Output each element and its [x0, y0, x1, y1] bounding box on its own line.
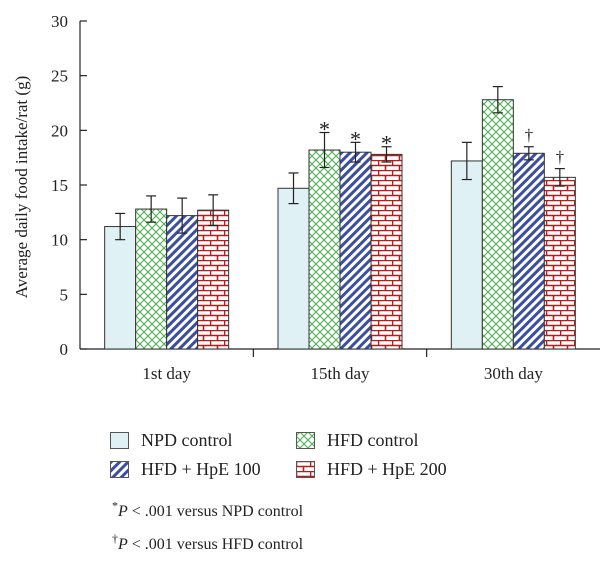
bar-chart: 0 5 10 15 20 25 30 Average daily food intake/ra… — [12, 12, 600, 383]
legend-item-npd-control: NPD control — [110, 430, 296, 451]
y-tick-label: 20 — [51, 121, 68, 140]
bar — [339, 151, 372, 350]
bar — [543, 176, 576, 350]
bar — [277, 187, 310, 350]
y-axis-label: Average daily food intake/rat (g) — [12, 76, 31, 298]
significance-mark: † — [556, 148, 565, 167]
legend-item-hpe-200: HFD + HpE 200 — [296, 459, 556, 480]
legend-swatch-hpe-100 — [110, 461, 129, 478]
legend-item-hpe-100: HFD + HpE 100 — [110, 459, 296, 480]
legend: NPD control HFD control HFD + HpE 100 HF… — [110, 426, 590, 484]
bar — [197, 209, 230, 350]
legend-swatch-hfd-control — [296, 432, 315, 449]
significance-mark: * — [381, 131, 392, 156]
x-tick-label: 1st day — [142, 364, 191, 383]
legend-swatch-npd-control — [110, 432, 129, 449]
bar — [308, 149, 341, 350]
legend-swatch-hpe-200 — [296, 461, 315, 478]
x-tick-label: 15th day — [310, 364, 370, 383]
footnote-hfd: †P < .001 versus HFD control — [112, 531, 304, 553]
bar — [512, 152, 545, 350]
bar — [370, 153, 403, 350]
footnote-npd: *P < .001 versus NPD control — [112, 498, 304, 520]
y-tick-label: 15 — [51, 176, 68, 195]
bar — [104, 226, 137, 350]
legend-label: NPD control — [141, 430, 233, 450]
bar — [135, 208, 168, 350]
bar — [481, 99, 514, 350]
significance-mark: * — [350, 126, 361, 151]
y-tick-label: 0 — [60, 340, 69, 359]
legend-label: HFD + HpE 100 — [141, 459, 261, 479]
legend-label: HFD control — [327, 430, 419, 450]
significance-mark: * — [319, 117, 330, 142]
y-tick-label: 10 — [51, 231, 68, 250]
bar — [450, 160, 483, 350]
y-tick-label: 30 — [51, 12, 68, 31]
significance-mark: † — [525, 126, 534, 145]
footnotes: *P < .001 versus NPD control †P < .001 v… — [112, 495, 303, 561]
legend-item-hfd-control: HFD control — [296, 430, 556, 451]
bar — [166, 215, 199, 350]
y-tick-label: 25 — [51, 67, 68, 86]
y-tick-label: 5 — [60, 285, 69, 304]
x-tick-label: 30th day — [484, 364, 544, 383]
legend-label: HFD + HpE 200 — [327, 459, 447, 479]
